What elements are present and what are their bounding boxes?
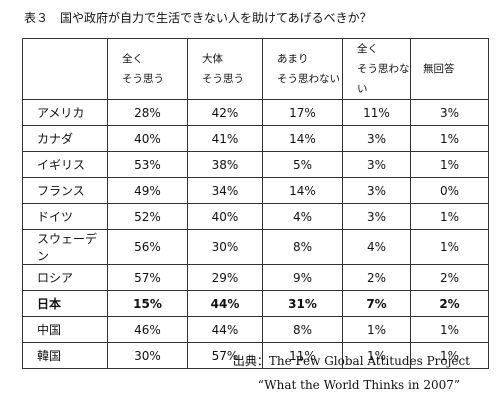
header-line: 大体: [202, 53, 223, 65]
row: 中国 46% 44% 8% 1% 1%: [22, 316, 489, 343]
cell: 3%: [410, 99, 489, 126]
cell: 42%: [187, 99, 263, 126]
cell: 29%: [187, 264, 263, 291]
row: ロシア 57% 29% 9% 2% 2%: [22, 264, 489, 291]
cell: 28%: [107, 99, 188, 126]
row-label: 中国: [22, 316, 108, 343]
cell: 40%: [107, 125, 188, 152]
cell: 11%: [342, 99, 411, 126]
cell: 44%: [187, 316, 263, 343]
header-row: 全く そう思う 大体 そう思う あまり そう思わない 全く そう思わない 無回答: [22, 38, 489, 100]
source: “What the World Thinks in 2007”: [257, 378, 460, 392]
title: 表３ 国や政府が自力で生活できない人を助けてあげるべきか？: [24, 11, 372, 25]
cell: 3%: [342, 125, 411, 152]
cell: 1%: [410, 316, 489, 343]
cell: 2%: [410, 290, 489, 317]
header-line: あまり: [277, 53, 309, 65]
cell: 1%: [410, 125, 489, 152]
cell: 14%: [262, 125, 343, 152]
row: アメリカ 28% 42% 17% 11% 3%: [22, 99, 489, 126]
row-label: カナダ: [22, 125, 108, 152]
row: スウェーデン 56% 30% 8% 4% 1%: [22, 229, 489, 265]
cell: 3%: [342, 203, 411, 230]
cell: 8%: [262, 229, 343, 265]
header-cell: 全く そう思う: [107, 38, 188, 100]
cell: 1%: [342, 316, 411, 343]
cell: 34%: [187, 177, 263, 204]
cell: 31%: [262, 290, 343, 317]
header-corner: [22, 38, 108, 100]
cell: 1%: [410, 229, 489, 265]
cell: 11%: [262, 342, 343, 369]
cell: 38%: [187, 151, 263, 178]
cell: 1%: [410, 203, 489, 230]
cell: 44%: [187, 290, 263, 317]
cell: 57%: [107, 264, 188, 291]
header-cell: 無回答: [410, 38, 489, 100]
header-cell: あまり そう思わない: [262, 38, 343, 100]
cell: 30%: [107, 342, 188, 369]
cell: 3%: [342, 151, 411, 178]
cell: 2%: [410, 264, 489, 291]
header-line: そう思う: [202, 73, 244, 85]
row: イギリス 53% 38% 5% 3% 1%: [22, 151, 489, 178]
row-label: 日本: [22, 290, 108, 317]
cell: 3%: [342, 177, 411, 204]
table: 全く そう思う 大体 そう思う あまり そう思わない 全く そう思わない 無回答 アメリカ 28%…: [22, 38, 489, 369]
row-label: イギリス: [22, 151, 108, 178]
header-line: そう思う: [122, 73, 164, 85]
cell: 4%: [342, 229, 411, 265]
cell: 1%: [410, 342, 489, 369]
cell: 1%: [410, 151, 489, 178]
row: 日本 15% 44% 31% 7% 2%: [22, 290, 489, 317]
header-line: 全く: [357, 43, 378, 55]
cell: 9%: [262, 264, 343, 291]
cell: 17%: [262, 99, 343, 126]
cell: 49%: [107, 177, 188, 204]
cell: 5%: [262, 151, 343, 178]
row: ドイツ 52% 40% 4% 3% 1%: [22, 203, 489, 230]
header-line: そう思わない: [277, 73, 340, 85]
row-label: ドイツ: [22, 203, 108, 230]
header-cell: 全く そう思わない: [342, 38, 411, 100]
cell: 15%: [107, 290, 188, 317]
row: 韓国 30% 57% 11% 1% 1%: [22, 342, 489, 369]
row-label: 韓国: [22, 342, 108, 369]
cell: 52%: [107, 203, 188, 230]
source: 出典：The Pew Global Attitudes Project: [232, 354, 470, 368]
header-line: 無回答: [423, 63, 455, 75]
cell: 40%: [187, 203, 263, 230]
cell: 53%: [107, 151, 188, 178]
header-cell: 大体 そう思う: [187, 38, 263, 100]
cell: 2%: [342, 264, 411, 291]
row-label: ロシア: [22, 264, 108, 291]
header-line: 全く: [122, 53, 143, 65]
header-line: そう思わない: [357, 63, 410, 95]
row-label: アメリカ: [22, 99, 108, 126]
cell: 41%: [187, 125, 263, 152]
cell: 30%: [187, 229, 263, 265]
row: フランス 49% 34% 14% 3% 0%: [22, 177, 489, 204]
row-label: スウェーデン: [22, 229, 108, 265]
cell: 14%: [262, 177, 343, 204]
cell: 56%: [107, 229, 188, 265]
cell: 8%: [262, 316, 343, 343]
row-label: フランス: [22, 177, 108, 204]
cell: 7%: [342, 290, 411, 317]
cell: 0%: [410, 177, 489, 204]
cell: 46%: [107, 316, 188, 343]
cell: 4%: [262, 203, 343, 230]
row: カナダ 40% 41% 14% 3% 1%: [22, 125, 489, 152]
